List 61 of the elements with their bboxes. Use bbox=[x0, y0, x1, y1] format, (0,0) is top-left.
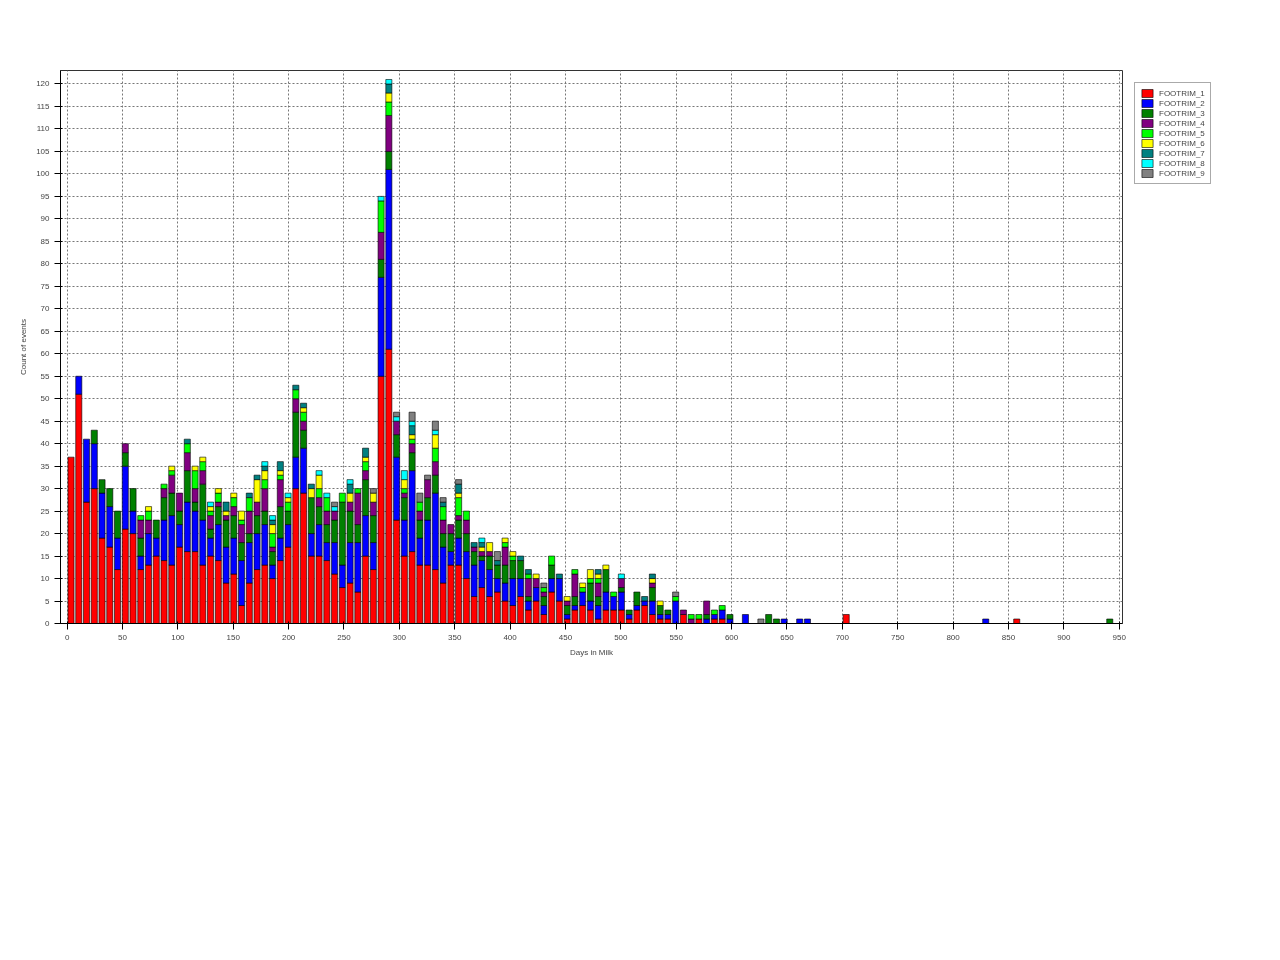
y-tick-label: 95 bbox=[40, 191, 51, 201]
y-tick-label: 30 bbox=[40, 484, 51, 494]
y-tick-label: 35 bbox=[40, 461, 51, 471]
legend-label: FOOTRIM_2 bbox=[1159, 98, 1205, 108]
y-axis-title: Count of events bbox=[19, 318, 29, 376]
x-tick-label: 150 bbox=[226, 632, 241, 642]
y-tick-label: 5 bbox=[45, 596, 51, 606]
bar bbox=[408, 411, 416, 422]
legend-label: FOOTRIM_9 bbox=[1159, 168, 1205, 178]
x-tick-label: 600 bbox=[724, 632, 739, 642]
bar bbox=[261, 461, 269, 467]
y-tick-label: 25 bbox=[40, 506, 51, 516]
legend-label: FOOTRIM_1 bbox=[1159, 88, 1205, 98]
y-tick-label: 120 bbox=[36, 79, 51, 89]
y-tick-label: 15 bbox=[40, 551, 51, 561]
x-tick-label: 950 bbox=[1112, 632, 1127, 642]
y-tick-label: 65 bbox=[40, 326, 51, 336]
legend-label: FOOTRIM_8 bbox=[1159, 158, 1205, 168]
x-tick-label: 900 bbox=[1057, 632, 1072, 642]
y-tick-label: 80 bbox=[40, 259, 51, 269]
bar bbox=[362, 447, 369, 458]
legend-label: FOOTRIM_4 bbox=[1159, 118, 1205, 128]
x-tick-label: 500 bbox=[614, 632, 629, 642]
x-tick-label: 200 bbox=[281, 632, 296, 642]
y-tick-label: 50 bbox=[40, 394, 51, 404]
x-tick-label: 50 bbox=[118, 632, 128, 642]
bar bbox=[432, 420, 439, 431]
x-tick-label: 800 bbox=[946, 632, 961, 642]
y-tick-label: 100 bbox=[36, 169, 51, 179]
legend-label: FOOTRIM_6 bbox=[1159, 138, 1205, 148]
y-tick-label: 115 bbox=[36, 101, 51, 111]
x-tick-label: 450 bbox=[558, 632, 573, 642]
x-tick-label: 550 bbox=[669, 632, 684, 642]
y-tick-label: 85 bbox=[40, 236, 51, 246]
x-tick-label: 350 bbox=[448, 632, 462, 642]
y-tick-label: 110 bbox=[36, 124, 51, 134]
y-tick-label: 55 bbox=[40, 371, 51, 381]
y-tick-label: 90 bbox=[40, 214, 51, 224]
y-tick-label: 20 bbox=[40, 529, 51, 539]
bar bbox=[455, 483, 462, 494]
y-tick-label: 45 bbox=[40, 416, 51, 426]
legend-label: FOOTRIM_5 bbox=[1159, 128, 1205, 138]
y-tick-label: 60 bbox=[40, 349, 51, 359]
x-tick-label: 100 bbox=[171, 632, 186, 642]
x-tick-label: 850 bbox=[1001, 632, 1016, 642]
x-axis-title: Days in Milk bbox=[569, 647, 615, 657]
x-tick-label: 250 bbox=[337, 632, 352, 642]
x-tick-label: 700 bbox=[835, 632, 850, 642]
x-tick-label: 750 bbox=[891, 632, 905, 642]
y-tick-label: 70 bbox=[40, 304, 51, 314]
y-tick-label: 0 bbox=[45, 619, 51, 628]
x-tick-label: 400 bbox=[503, 632, 518, 642]
x-tick-label: 300 bbox=[392, 632, 407, 642]
legend-label: FOOTRIM_7 bbox=[1159, 148, 1205, 158]
x-tick-label: 0 bbox=[64, 632, 70, 642]
legend-label: FOOTRIM_3 bbox=[1159, 108, 1205, 118]
x-tick-label: 650 bbox=[780, 632, 795, 642]
y-tick-label: 10 bbox=[40, 574, 51, 584]
y-tick-label: 40 bbox=[40, 439, 51, 449]
y-tick-label: 75 bbox=[40, 281, 51, 291]
y-tick-label: 105 bbox=[36, 146, 51, 156]
